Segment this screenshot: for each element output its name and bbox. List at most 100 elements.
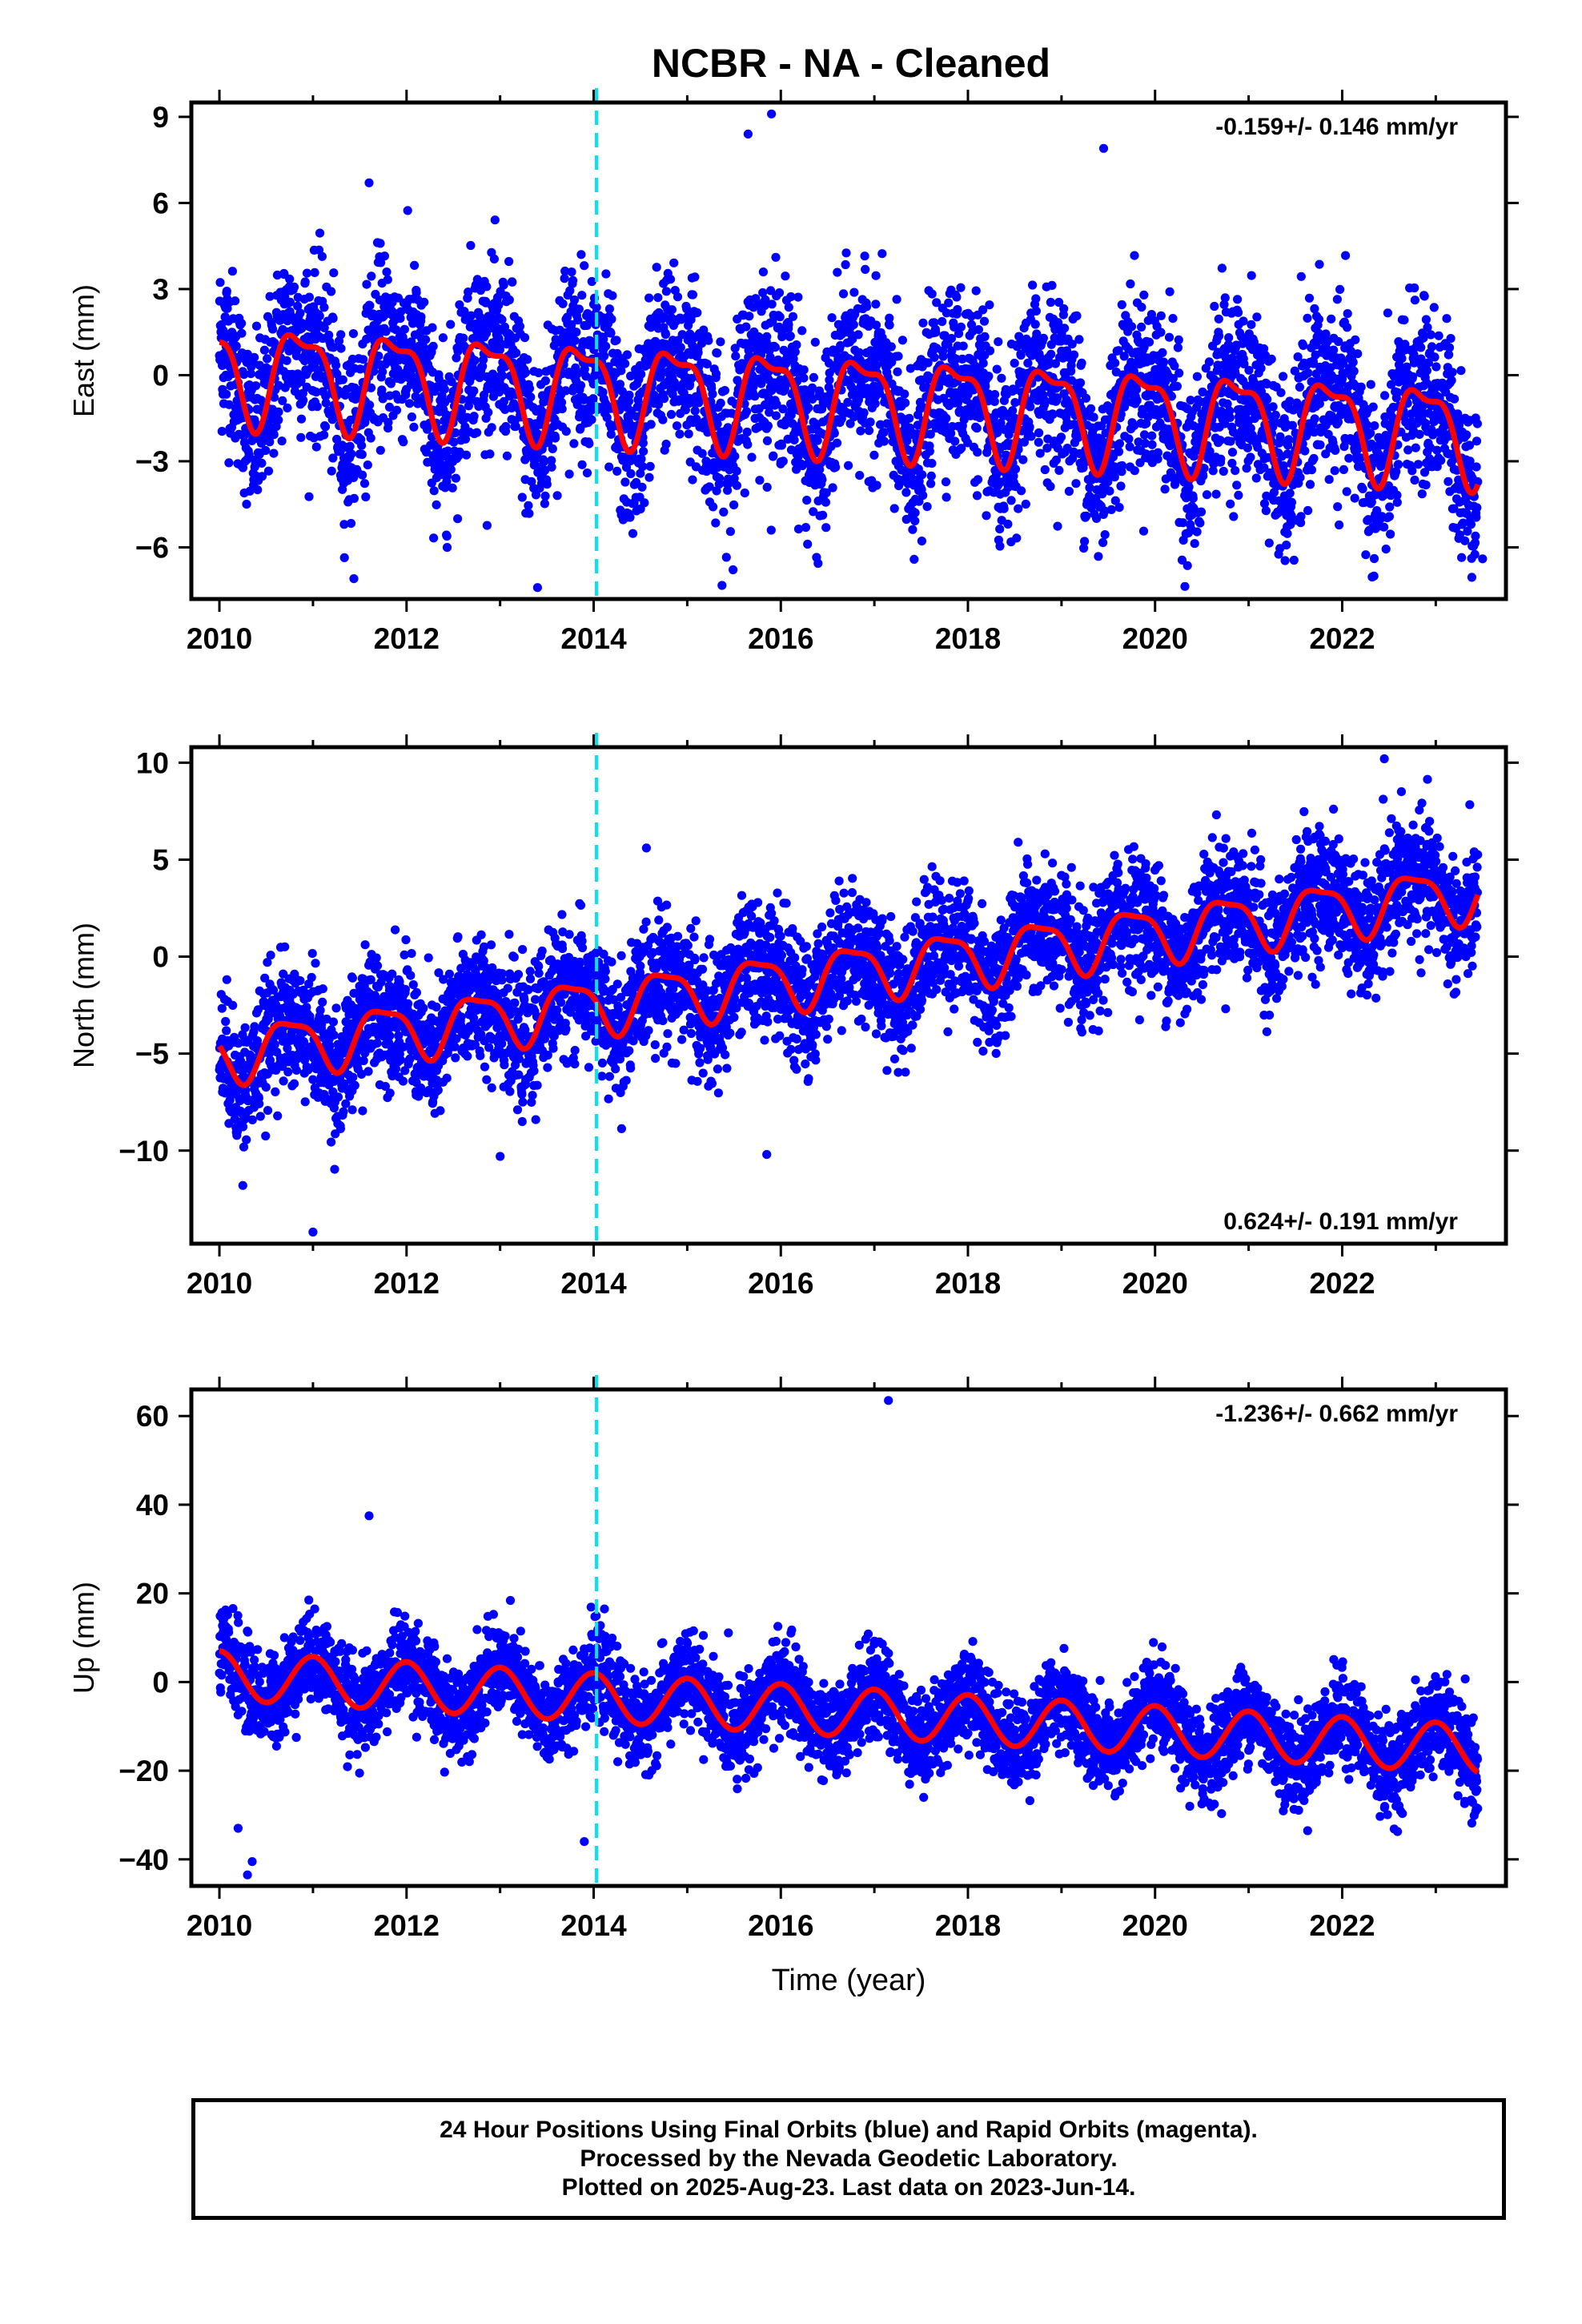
data-point bbox=[1271, 410, 1280, 420]
data-point bbox=[517, 493, 527, 502]
data-point bbox=[973, 475, 983, 485]
data-point bbox=[1368, 402, 1378, 412]
data-point bbox=[639, 447, 648, 456]
data-point bbox=[438, 333, 448, 343]
data-point bbox=[304, 492, 314, 501]
east-data-points bbox=[215, 109, 1488, 593]
data-point bbox=[836, 340, 845, 351]
data-point bbox=[217, 427, 227, 436]
data-point bbox=[941, 477, 951, 487]
data-point bbox=[485, 449, 495, 459]
data-point bbox=[705, 482, 714, 492]
data-point bbox=[1329, 345, 1339, 355]
data-point bbox=[638, 438, 648, 448]
y-tick-label: −3 bbox=[135, 445, 169, 478]
data-point bbox=[567, 320, 576, 329]
data-point bbox=[893, 352, 903, 361]
data-point bbox=[515, 321, 525, 332]
data-point bbox=[865, 417, 875, 427]
data-point bbox=[831, 462, 841, 472]
data-point bbox=[1472, 419, 1482, 428]
data-point bbox=[1289, 555, 1299, 565]
data-point bbox=[285, 274, 295, 284]
data-point bbox=[1174, 335, 1183, 344]
data-point bbox=[853, 330, 863, 340]
data-point bbox=[432, 500, 441, 510]
data-point bbox=[1034, 437, 1043, 447]
data-point bbox=[1116, 481, 1126, 491]
data-point bbox=[265, 292, 275, 301]
data-point bbox=[448, 483, 457, 493]
data-point bbox=[451, 473, 461, 483]
data-point bbox=[762, 482, 772, 493]
data-point bbox=[994, 337, 1003, 347]
data-point bbox=[257, 437, 267, 447]
data-point bbox=[1188, 493, 1198, 503]
data-point bbox=[636, 454, 646, 464]
data-point bbox=[311, 388, 321, 397]
data-point bbox=[1295, 472, 1305, 482]
data-point bbox=[428, 341, 438, 351]
data-point bbox=[747, 452, 757, 462]
data-point bbox=[743, 440, 753, 449]
data-point bbox=[446, 320, 456, 329]
data-point bbox=[315, 228, 325, 238]
data-point bbox=[1303, 505, 1313, 516]
data-point bbox=[1304, 293, 1315, 303]
data-point bbox=[532, 583, 543, 593]
data-point bbox=[508, 277, 517, 287]
data-point bbox=[250, 352, 259, 362]
data-point bbox=[1410, 283, 1419, 293]
data-point bbox=[564, 469, 574, 479]
data-point bbox=[1471, 531, 1480, 541]
data-point bbox=[677, 330, 687, 340]
data-point bbox=[1038, 333, 1048, 343]
data-point bbox=[1239, 316, 1248, 326]
data-point bbox=[1069, 350, 1079, 360]
data-point bbox=[1310, 414, 1319, 424]
data-point bbox=[772, 400, 781, 409]
data-point bbox=[1046, 297, 1055, 308]
data-point bbox=[452, 353, 461, 363]
data-point bbox=[871, 271, 881, 280]
data-point bbox=[1450, 394, 1460, 404]
data-point bbox=[499, 280, 508, 290]
data-point bbox=[1348, 357, 1358, 367]
data-point bbox=[721, 553, 731, 562]
data-point bbox=[1287, 497, 1296, 507]
data-point bbox=[978, 359, 988, 368]
data-point bbox=[540, 465, 550, 475]
data-point bbox=[653, 400, 664, 409]
y-tick-label: 6 bbox=[152, 187, 169, 219]
data-point bbox=[346, 519, 356, 529]
data-point bbox=[997, 373, 1006, 383]
data-point bbox=[302, 268, 312, 278]
data-point bbox=[520, 455, 530, 464]
data-point bbox=[283, 403, 292, 412]
data-point bbox=[1361, 550, 1371, 560]
data-point bbox=[922, 502, 932, 512]
data-point bbox=[231, 296, 240, 306]
data-point bbox=[684, 429, 693, 439]
data-point bbox=[381, 327, 391, 336]
data-point bbox=[930, 352, 939, 362]
data-point bbox=[321, 398, 331, 408]
data-point bbox=[1432, 445, 1442, 455]
data-point bbox=[409, 422, 419, 432]
data-point bbox=[1164, 332, 1174, 342]
data-point bbox=[222, 287, 231, 296]
data-point bbox=[378, 367, 387, 376]
data-point bbox=[469, 412, 479, 421]
data-point bbox=[1283, 529, 1292, 538]
data-point bbox=[442, 531, 452, 541]
data-point bbox=[854, 348, 864, 357]
data-point bbox=[460, 434, 471, 444]
data-point bbox=[1158, 348, 1167, 357]
data-point bbox=[1226, 499, 1235, 509]
data-point bbox=[1442, 314, 1452, 324]
data-point bbox=[817, 475, 827, 485]
data-point bbox=[1229, 512, 1239, 521]
data-point bbox=[1366, 380, 1375, 389]
data-point bbox=[331, 360, 341, 370]
data-point bbox=[453, 346, 463, 356]
